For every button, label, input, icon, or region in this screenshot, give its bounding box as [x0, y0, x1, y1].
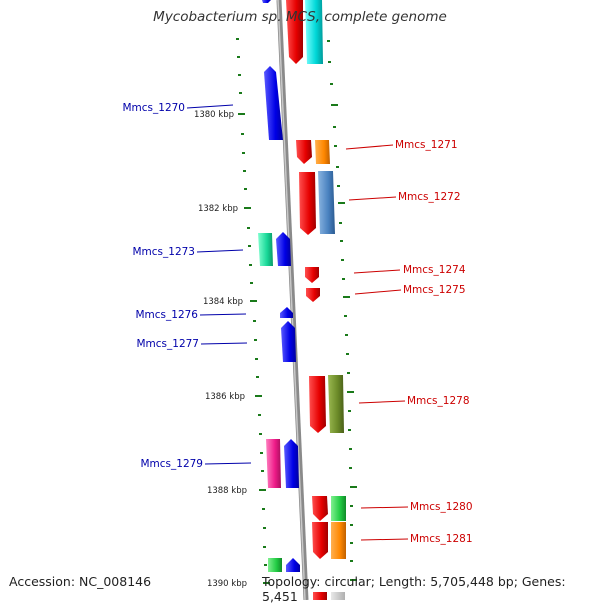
forward-label-leaders — [345, 144, 409, 541]
outer-minor-ticks — [327, 40, 353, 562]
inner-major-ticks — [238, 113, 270, 584]
gene-arrow-mmcs-1278[interactable] — [309, 376, 326, 433]
gene-arrow-mmcs-1281-orange[interactable] — [331, 522, 346, 559]
gene-arrow-mmcs-1273-seagreen[interactable] — [258, 233, 273, 266]
gene-arrow-top-blue[interactable] — [262, 0, 271, 3]
gene-arrow-bottom-red[interactable] — [313, 592, 327, 600]
outer-major-ticks — [331, 104, 357, 581]
tick-label-1386: 1386 kbp — [205, 392, 245, 402]
tick-label-1380: 1380 kbp — [194, 110, 234, 120]
gene-arrow-mmcs-1280-green[interactable] — [331, 496, 346, 521]
reverse-gene-labels: Mmcs_1270 Mmcs_1273 Mmcs_1276 Mmcs_1277 … — [122, 102, 203, 470]
map-title: Mycobacterium sp. MCS, complete genome — [153, 9, 447, 25]
label-mmcs-1272[interactable]: Mmcs_1272 — [398, 191, 461, 203]
gene-arrow-mmcs-1276[interactable] — [280, 307, 293, 318]
label-mmcs-1273[interactable]: Mmcs_1273 — [132, 246, 195, 258]
forward-gene-labels: Mmcs_1271 Mmcs_1272 Mmcs_1274 Mmcs_1275 … — [395, 139, 473, 545]
label-mmcs-1271[interactable]: Mmcs_1271 — [395, 139, 458, 151]
gene-arrow-top-cyan[interactable] — [305, 0, 323, 64]
gene-arrow-mmcs-1270[interactable] — [264, 66, 283, 140]
gene-arrow-mmcs-1281[interactable] — [312, 522, 328, 559]
gene-arrow-mmcs-1279[interactable] — [284, 439, 299, 488]
gene-arrow-mmcs-1274[interactable] — [305, 267, 319, 283]
gene-arrow-bottom-gray[interactable] — [331, 592, 345, 600]
label-mmcs-1281[interactable]: Mmcs_1281 — [410, 533, 473, 545]
accession-text: Accession: NC_008146 — [9, 574, 152, 589]
gene-arrow-top-red[interactable] — [286, 0, 303, 64]
gene-arrow-bottom-blue[interactable] — [286, 558, 300, 572]
gene-arrow-mmcs-1272-steelblue[interactable] — [318, 171, 335, 234]
label-mmcs-1274[interactable]: Mmcs_1274 — [403, 264, 466, 276]
label-mmcs-1276[interactable]: Mmcs_1276 — [135, 309, 198, 321]
gene-arrow-mmcs-1280[interactable] — [312, 496, 328, 521]
reverse-label-leaders — [186, 104, 252, 465]
label-mmcs-1279[interactable]: Mmcs_1279 — [140, 458, 203, 470]
label-mmcs-1270[interactable]: Mmcs_1270 — [122, 102, 185, 114]
label-mmcs-1278[interactable]: Mmcs_1278 — [407, 395, 470, 407]
gene-arrow-mmcs-1271[interactable] — [296, 140, 312, 164]
genome-backbone-highlight — [277, 0, 306, 600]
label-mmcs-1280[interactable]: Mmcs_1280 — [410, 501, 473, 513]
gene-arrow-mmcs-1273[interactable] — [276, 232, 291, 266]
gene-arrow-mmcs-1271-orange[interactable] — [315, 140, 330, 164]
label-mmcs-1277[interactable]: Mmcs_1277 — [136, 338, 199, 350]
tick-label-1390: 1390 kbp — [207, 579, 247, 589]
genome-backbone — [276, 0, 309, 600]
label-mmcs-1275[interactable]: Mmcs_1275 — [403, 284, 466, 296]
tick-label-1388: 1388 kbp — [207, 486, 247, 496]
gene-arrow-mmcs-1277[interactable] — [281, 321, 296, 362]
gene-arrow-bottom-green[interactable] — [268, 558, 282, 572]
inner-minor-ticks — [236, 38, 267, 566]
gene-arrow-mmcs-1275[interactable] — [306, 288, 320, 302]
gene-arrow-mmcs-1279-magenta[interactable] — [266, 439, 281, 488]
tick-label-1384: 1384 kbp — [203, 297, 243, 307]
tick-label-1382: 1382 kbp — [198, 204, 238, 214]
gene-arrow-mmcs-1272[interactable] — [299, 172, 316, 235]
gene-arrow-mmcs-1278-olive[interactable] — [328, 375, 344, 433]
